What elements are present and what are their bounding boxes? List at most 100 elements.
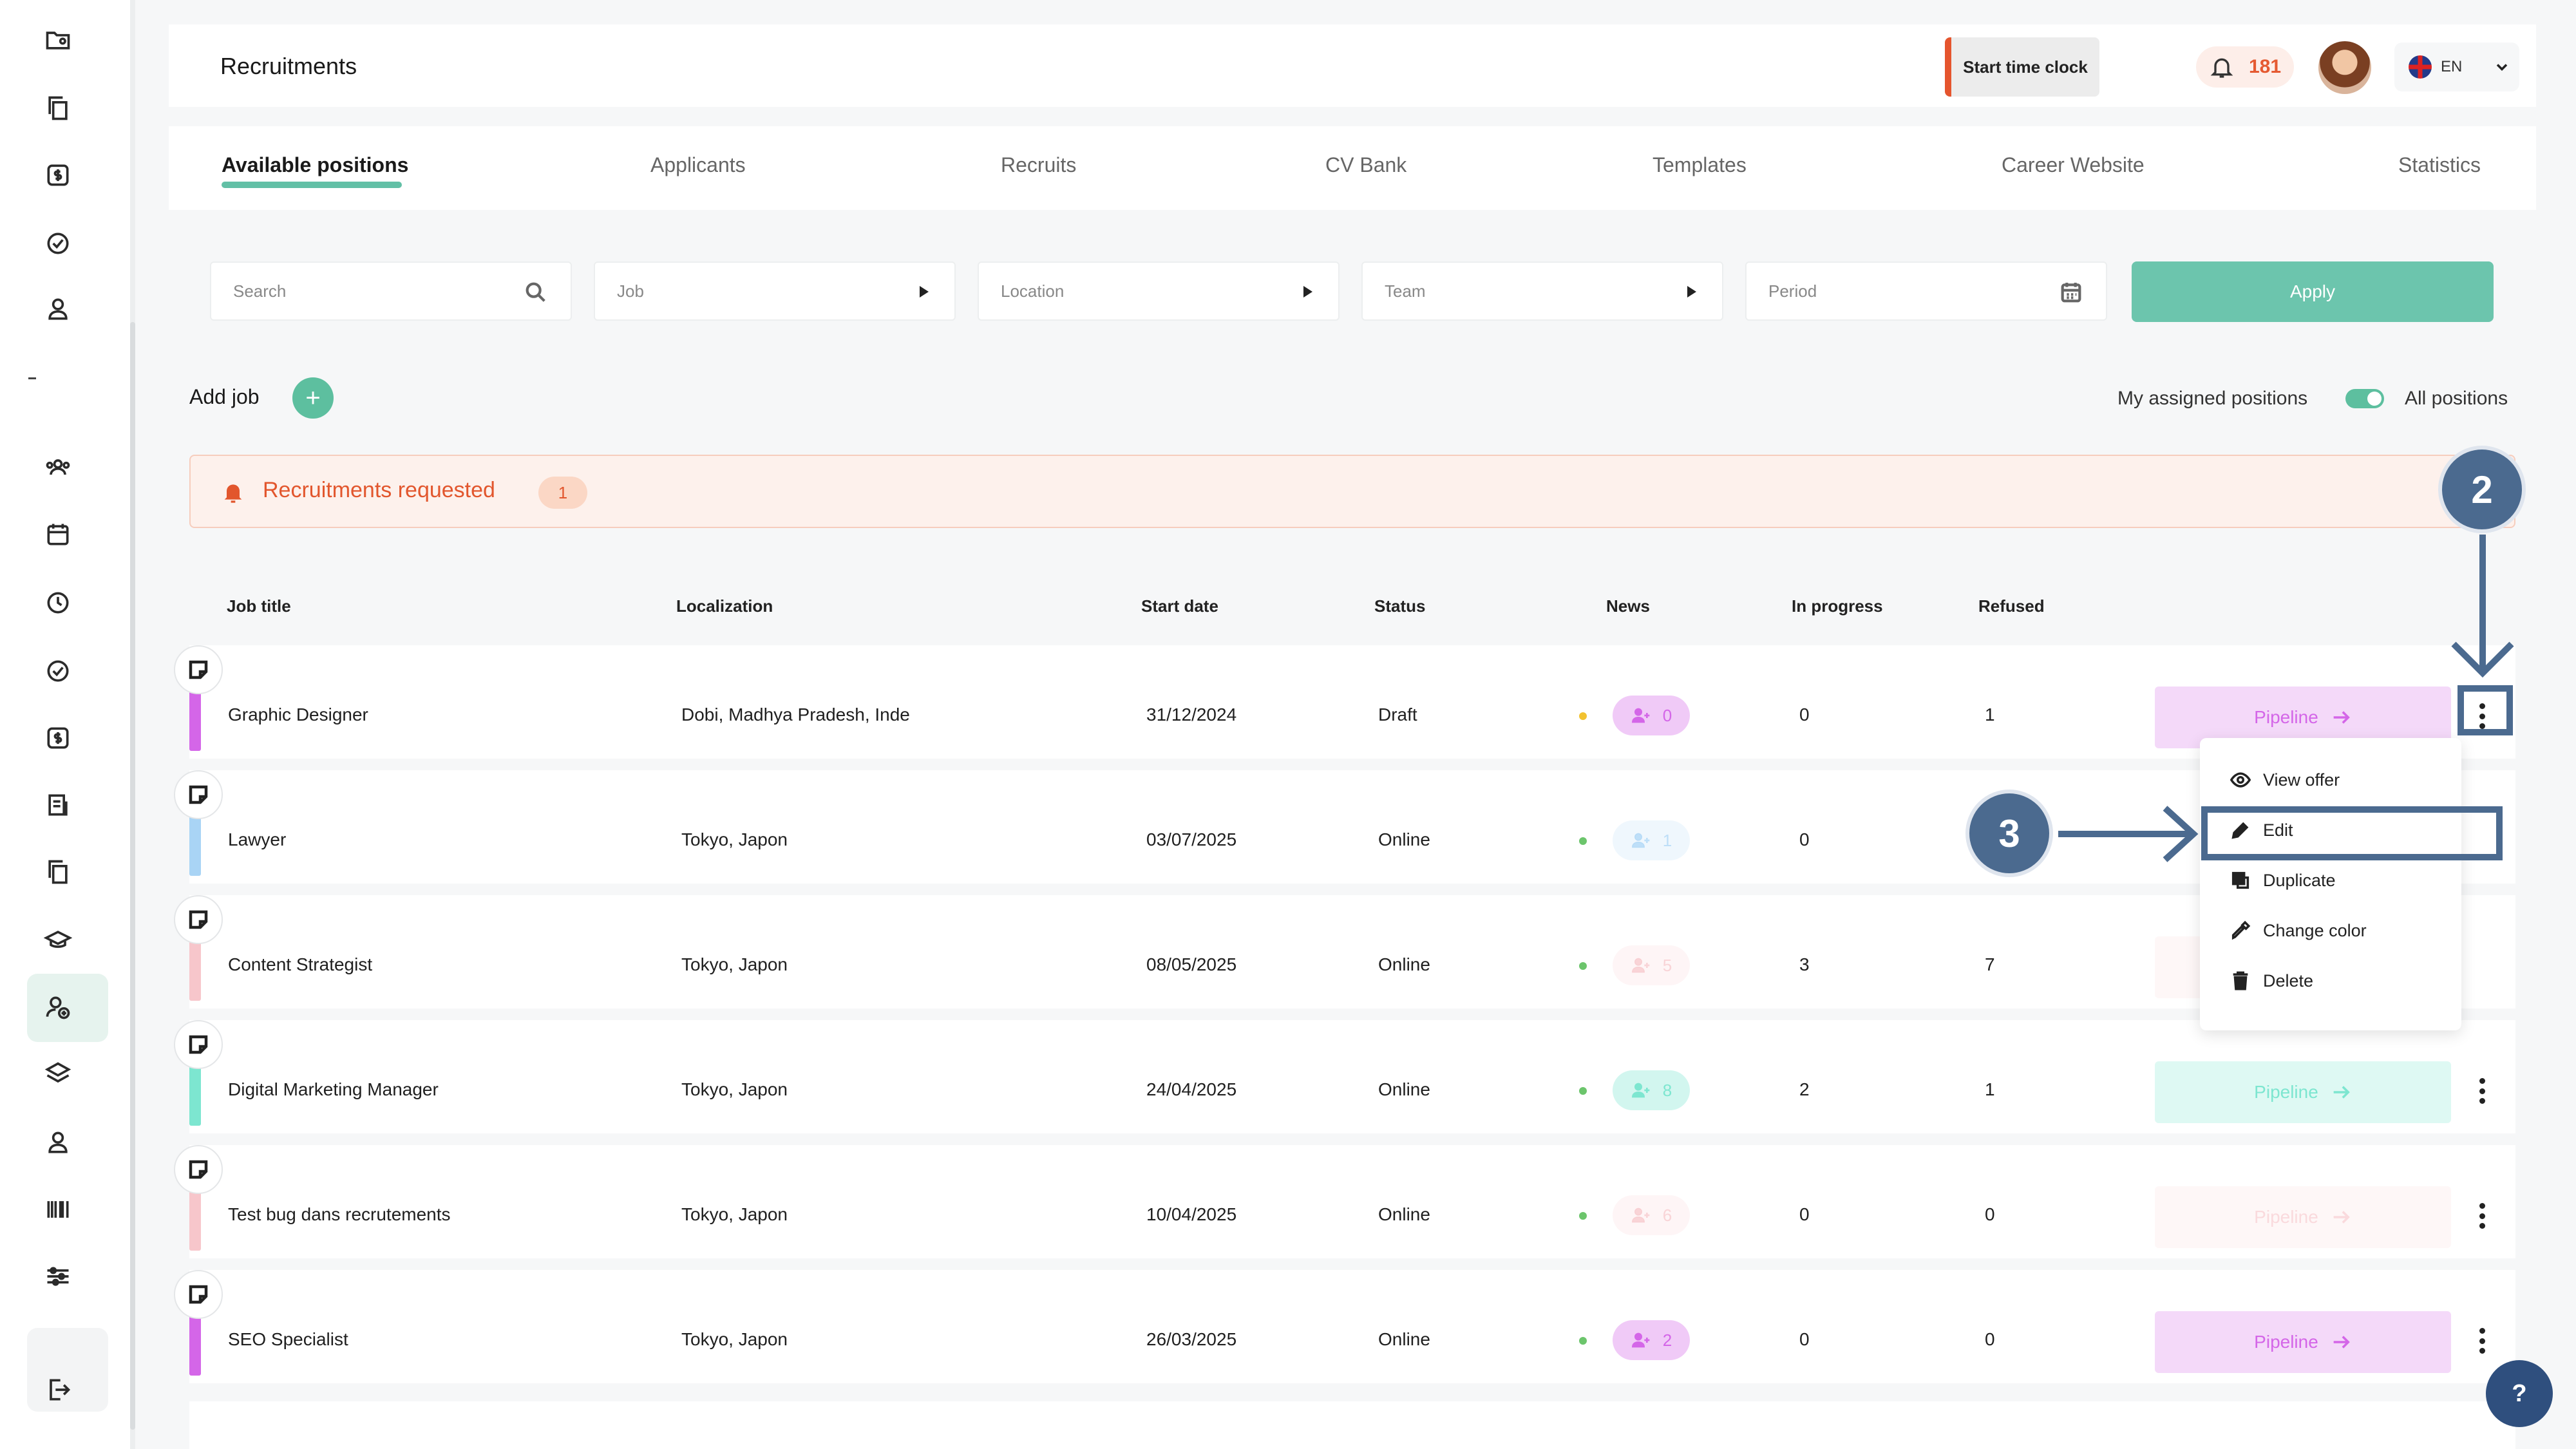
positions-toggle[interactable] — [2345, 389, 2384, 408]
pencil-icon — [2231, 822, 2249, 839]
documents-icon[interactable] — [40, 90, 76, 126]
copy-icon[interactable] — [40, 854, 76, 890]
tab-templates[interactable]: Templates — [1653, 153, 1747, 176]
layers-icon[interactable] — [40, 1056, 76, 1092]
news-badge[interactable]: 8 — [1613, 1070, 1690, 1110]
team-icon[interactable] — [40, 450, 76, 486]
table-row[interactable]: Content Strategist Tokyo, Japon 08/05/2025… — [174, 895, 2515, 1009]
report-icon[interactable] — [40, 787, 76, 823]
news-badge[interactable]: 2 — [1613, 1320, 1690, 1360]
add-job-button[interactable]: + — [292, 377, 334, 419]
plus-icon: + — [305, 383, 321, 412]
note-button[interactable] — [174, 895, 223, 944]
table-row[interactable]: Digital Marketing Manager Tokyo, Japon 24/… — [174, 1020, 2515, 1133]
expense-icon[interactable] — [40, 720, 76, 756]
col-status[interactable]: Status — [1374, 596, 1426, 616]
menu-item-label: View offer — [2263, 770, 2340, 790]
language-selector[interactable]: EN — [2394, 43, 2519, 91]
period-input[interactable]: Period — [1745, 261, 2107, 321]
job-title[interactable]: Test bug dans recrutements — [228, 1204, 451, 1224]
menu-item-edit[interactable]: Edit — [2230, 819, 2293, 841]
sidebar-scrollbar[interactable] — [130, 0, 135, 1449]
job-status: Online — [1378, 954, 1430, 974]
status-dot — [1579, 1087, 1587, 1095]
job-status: Online — [1378, 1204, 1430, 1224]
menu-item-delete[interactable]: Delete — [2230, 970, 2313, 992]
menu-item-duplicate[interactable]: Duplicate — [2230, 869, 2336, 891]
tab-applicants[interactable]: Applicants — [650, 153, 746, 176]
news-badge[interactable]: 5 — [1613, 945, 1690, 985]
caret-right-icon — [1303, 286, 1312, 298]
news-badge[interactable]: 0 — [1613, 696, 1690, 735]
task-check-icon[interactable] — [40, 653, 76, 689]
search-input[interactable]: Search — [210, 261, 572, 321]
clock-icon[interactable] — [40, 585, 76, 621]
tab-available-positions[interactable]: Available positions — [222, 153, 409, 176]
folder-user-icon[interactable] — [40, 22, 76, 58]
add-job-label: Add job — [189, 385, 260, 408]
help-button[interactable]: ? — [2486, 1360, 2553, 1427]
user-settings-icon[interactable] — [40, 1124, 76, 1160]
tab-recruits[interactable]: Recruits — [1001, 153, 1077, 176]
note-button[interactable] — [174, 1270, 223, 1319]
more-options-icon[interactable] — [2469, 1325, 2495, 1356]
user-icon[interactable] — [40, 291, 76, 327]
table-row[interactable]: Test bug dans recrutements Tokyo, Japon 10… — [174, 1145, 2515, 1258]
news-badge[interactable]: 1 — [1613, 820, 1690, 860]
chevron-down-icon — [2497, 64, 2508, 71]
recruitment-icon[interactable] — [40, 989, 76, 1025]
col-start-date[interactable]: Start date — [1141, 596, 1218, 616]
more-options-icon[interactable] — [2469, 1075, 2495, 1106]
notifications-button[interactable]: 181 — [2196, 46, 2294, 88]
job-title[interactable]: Content Strategist — [228, 954, 373, 974]
table-row[interactable]: Lawyer Tokyo, Japon 03/07/2025 Online 1 0 — [174, 770, 2515, 884]
job-status: Draft — [1378, 705, 1417, 724]
pipeline-button[interactable]: Pipeline — [2155, 1311, 2451, 1373]
check-circle-icon[interactable] — [40, 225, 76, 261]
tab-statistics[interactable]: Statistics — [2398, 153, 2481, 176]
table-row[interactable]: Graphic Designer Dobi, Madhya Pradesh, In… — [174, 645, 2515, 759]
filters-bar: Search Job Location Team Period — [189, 242, 2515, 344]
job-title[interactable]: SEO Specialist — [228, 1329, 348, 1349]
graduation-icon[interactable] — [40, 922, 76, 958]
sidebar-scroll-thumb[interactable] — [130, 322, 135, 1430]
note-button[interactable] — [174, 645, 223, 694]
col-in-progress[interactable]: In progress — [1792, 596, 1883, 616]
team-select[interactable]: Team — [1361, 261, 1723, 321]
barcode-icon[interactable] — [40, 1191, 76, 1227]
col-job-title[interactable]: Job title — [227, 596, 291, 616]
logout-icon[interactable] — [40, 1372, 76, 1408]
note-button[interactable] — [174, 1145, 223, 1194]
job-title[interactable]: Graphic Designer — [228, 705, 368, 724]
dollar-icon[interactable] — [40, 157, 76, 193]
pipeline-button[interactable]: Pipeline — [2155, 1061, 2451, 1123]
avatar[interactable] — [2318, 41, 2371, 94]
tab-career-website[interactable]: Career Website — [2002, 153, 2145, 176]
job-title[interactable]: Digital Marketing Manager — [228, 1079, 439, 1099]
col-localization[interactable]: Localization — [676, 596, 773, 616]
note-icon — [189, 1160, 208, 1179]
recruitments-requested-banner[interactable]: Recruitments requested 1 — [189, 455, 2515, 528]
news-badge[interactable]: 6 — [1613, 1195, 1690, 1235]
table-row[interactable]: SEO Specialist Tokyo, Japon 26/03/2025 Onli… — [174, 1270, 2515, 1383]
pipeline-button[interactable]: Pipeline — [2155, 1186, 2451, 1248]
start-time-clock-button[interactable]: Start time clock — [1945, 37, 2099, 97]
apply-button[interactable]: Apply — [2132, 261, 2494, 322]
col-news[interactable]: News — [1606, 596, 1650, 616]
more-options-icon[interactable] — [2469, 1200, 2495, 1231]
job-location: Tokyo, Japon — [681, 1204, 788, 1224]
note-button[interactable] — [174, 770, 223, 819]
job-title[interactable]: Lawyer — [228, 829, 287, 849]
note-button[interactable] — [174, 1020, 223, 1069]
location-select[interactable]: Location — [978, 261, 1340, 321]
col-refused[interactable]: Refused — [1978, 596, 2045, 616]
job-location: Tokyo, Japon — [681, 829, 788, 849]
sliders-icon[interactable] — [40, 1258, 76, 1294]
more-options-icon[interactable] — [2469, 701, 2495, 732]
calendar-icon[interactable] — [40, 516, 76, 553]
row-color-bar — [189, 1179, 201, 1251]
menu-item-view-offer[interactable]: View offer — [2230, 769, 2340, 791]
menu-item-change-color[interactable]: Change color — [2230, 920, 2367, 942]
tab-cv-bank[interactable]: CV Bank — [1325, 153, 1407, 176]
job-select[interactable]: Job — [594, 261, 956, 321]
